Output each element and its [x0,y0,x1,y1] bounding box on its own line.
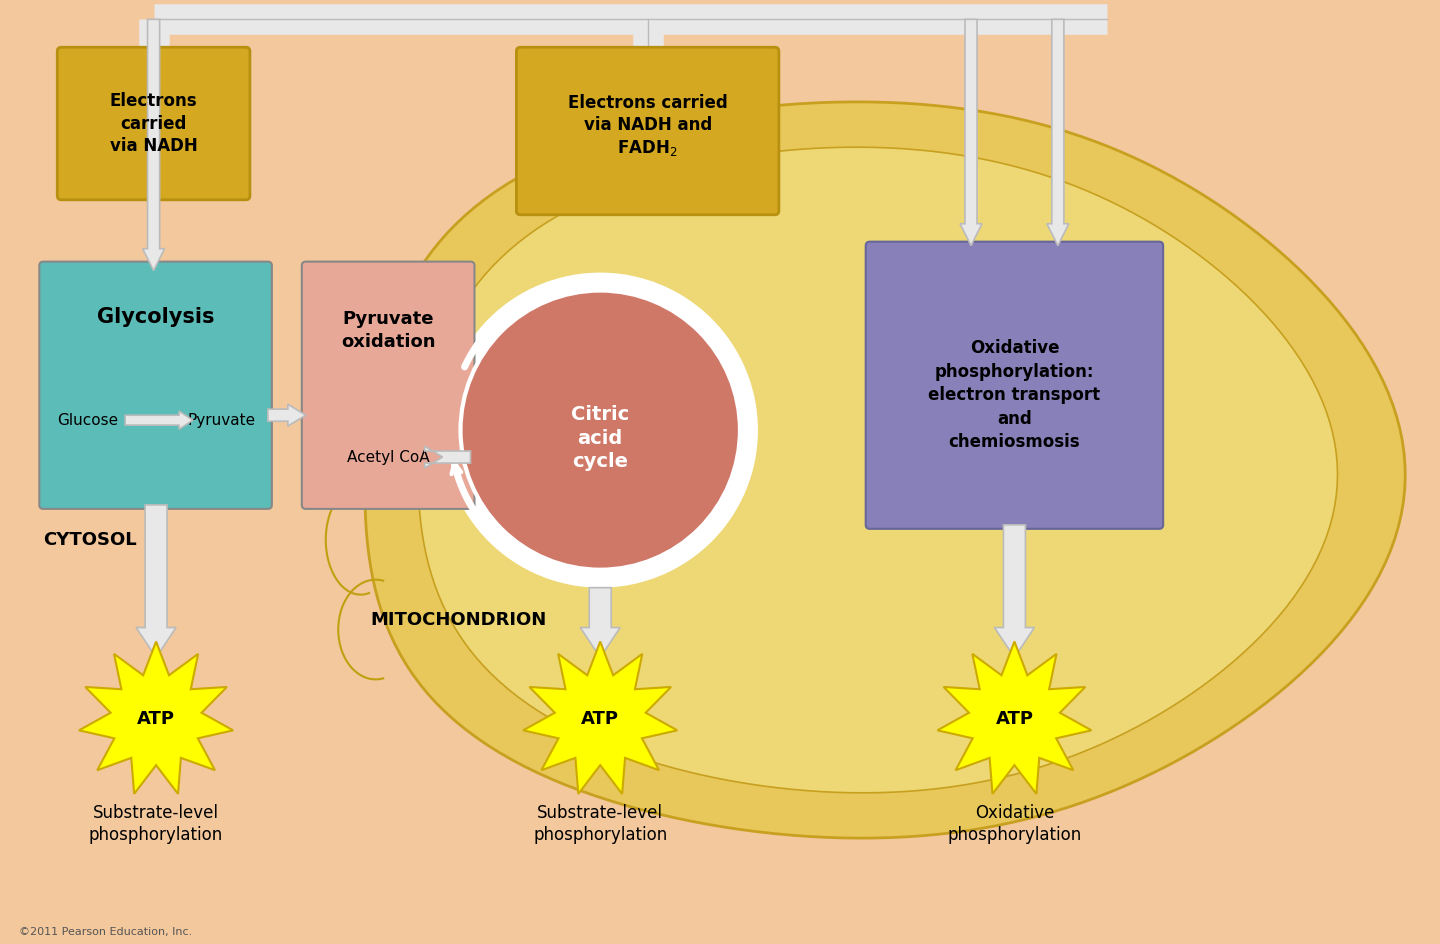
Text: Acetyl CoA: Acetyl CoA [347,449,429,464]
FancyBboxPatch shape [302,261,474,509]
Text: Glucose: Glucose [58,413,118,428]
Text: Glycolysis: Glycolysis [96,308,215,328]
FancyBboxPatch shape [517,47,779,214]
Text: ATP: ATP [137,710,176,728]
Polygon shape [425,447,471,468]
Text: Pyruvate
oxidation: Pyruvate oxidation [341,311,435,350]
Polygon shape [960,19,982,245]
Circle shape [442,273,757,588]
Polygon shape [137,505,176,657]
Polygon shape [418,147,1338,793]
Polygon shape [995,525,1034,657]
Polygon shape [580,588,621,657]
Text: Substrate-level
phosphorylation: Substrate-level phosphorylation [89,804,223,844]
Text: Electrons carried
via NADH and
FADH$_2$: Electrons carried via NADH and FADH$_2$ [567,93,727,159]
Polygon shape [1047,19,1068,245]
Polygon shape [143,19,164,271]
Polygon shape [268,404,305,426]
Text: Pyruvate: Pyruvate [187,413,256,428]
Text: Oxidative
phosphorylation:
electron transport
and
chemiosmosis: Oxidative phosphorylation: electron tran… [929,339,1100,451]
Text: CYTOSOL: CYTOSOL [43,531,137,548]
Text: Substrate-level
phosphorylation: Substrate-level phosphorylation [533,804,667,844]
Text: Citric
acid
cycle: Citric acid cycle [572,405,629,471]
Polygon shape [364,102,1405,838]
Polygon shape [125,412,193,430]
Polygon shape [937,642,1092,794]
Text: Electrons
carried
via NADH: Electrons carried via NADH [109,93,197,155]
Polygon shape [523,642,677,794]
Text: MITOCHONDRION: MITOCHONDRION [370,611,547,629]
FancyBboxPatch shape [58,47,251,200]
FancyBboxPatch shape [865,242,1164,529]
Text: ATP: ATP [582,710,619,728]
Circle shape [461,291,740,570]
Text: Oxidative
phosphorylation: Oxidative phosphorylation [948,804,1081,844]
Text: ATP: ATP [995,710,1034,728]
Text: ©2011 Pearson Education, Inc.: ©2011 Pearson Education, Inc. [19,927,193,936]
Polygon shape [79,642,233,794]
FancyBboxPatch shape [39,261,272,509]
